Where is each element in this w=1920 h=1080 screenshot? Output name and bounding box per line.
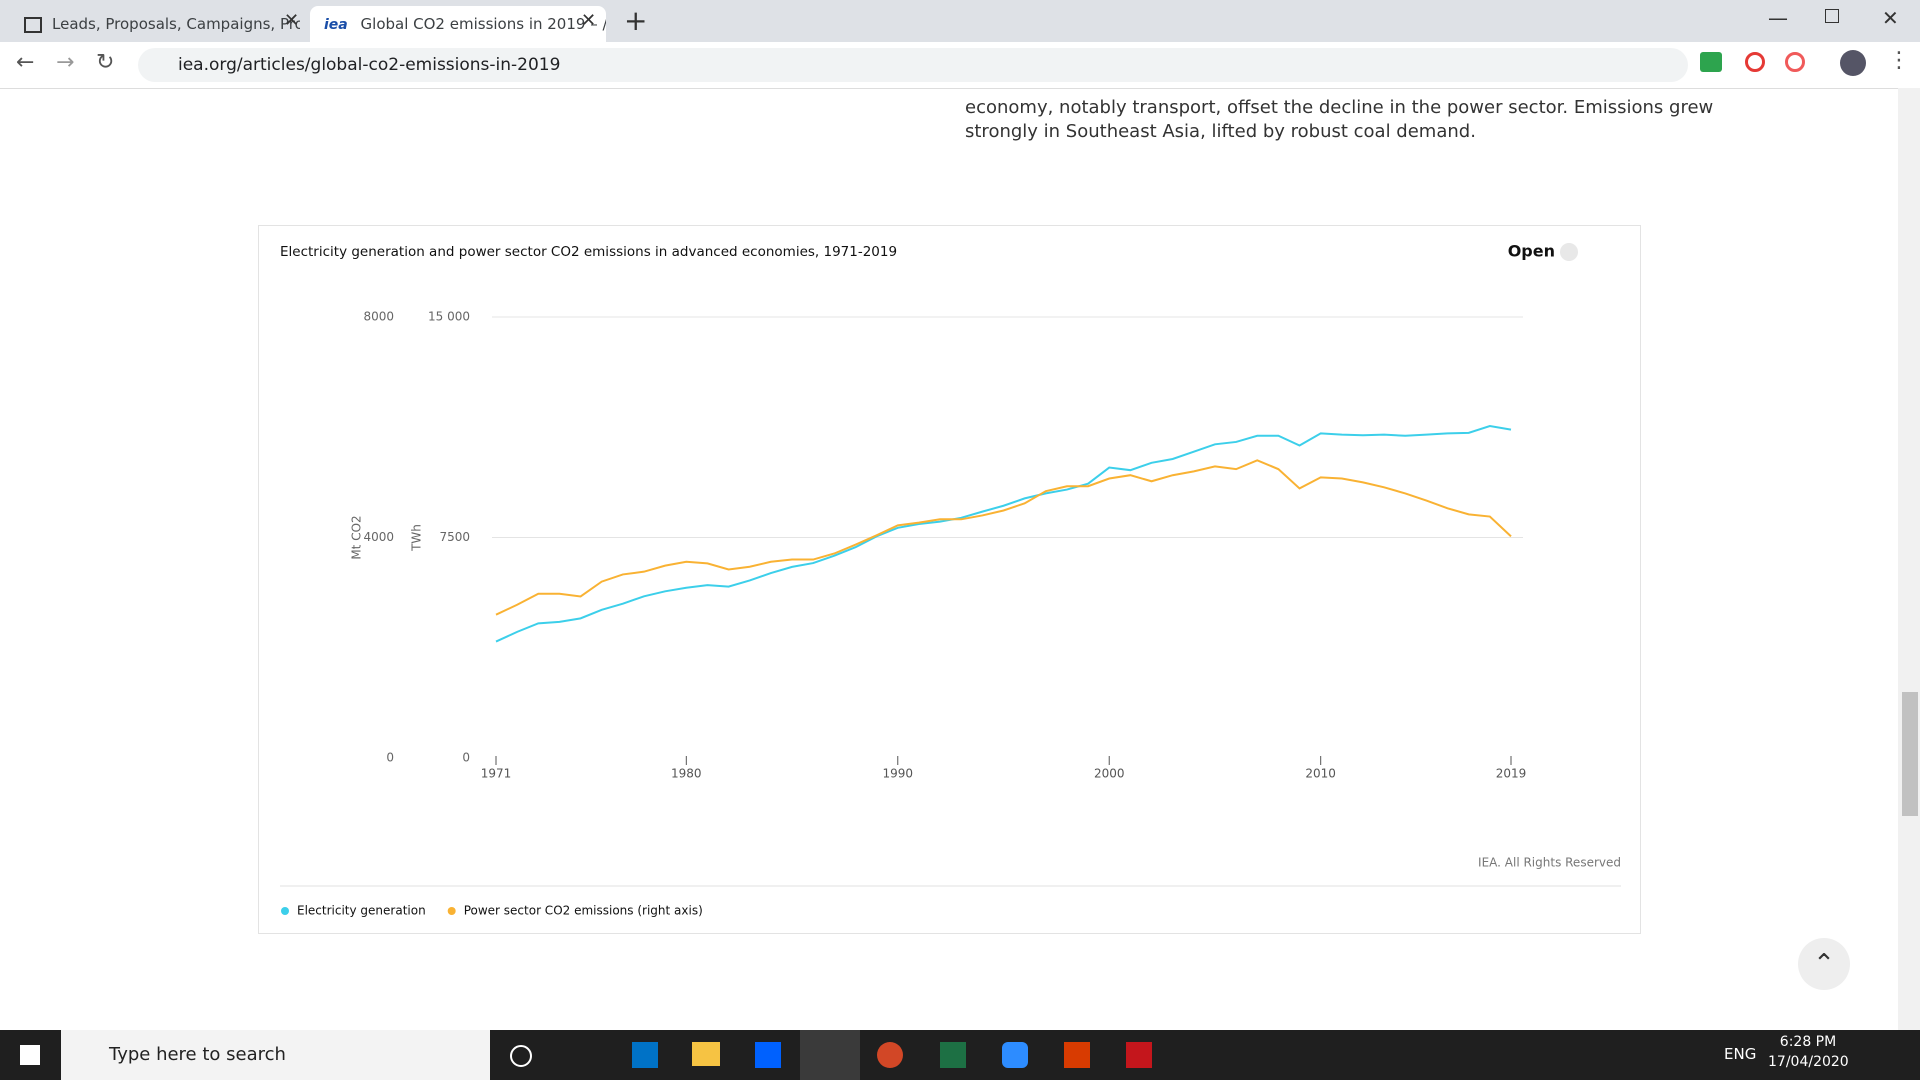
chart-card: Electricity generation and power sector …	[258, 225, 1641, 934]
y2-tick-label: 8000	[363, 310, 394, 324]
text-line: strongly in Southeast Asia, lifted by ro…	[965, 121, 1476, 142]
menu[interactable]: ⋮	[1888, 48, 1910, 73]
y-tick-label: 0	[462, 751, 470, 765]
app-dropbox[interactable]	[755, 1042, 781, 1068]
y2-axis-label: Mt CO2	[350, 515, 364, 559]
app-excel[interactable]	[940, 1042, 966, 1068]
minimize[interactable]: —	[1768, 6, 1788, 30]
tab-title: Global CO2 emissions in 2019 – /	[360, 15, 606, 33]
x-tick-label: 2010	[1305, 767, 1336, 781]
legend-marker	[447, 907, 456, 915]
search-box[interactable]: Type here to search	[61, 1030, 490, 1080]
language[interactable]: ENG	[1724, 1045, 1757, 1063]
legend-marker	[281, 907, 289, 915]
y2-tick-label: 0	[386, 751, 394, 765]
app-zoom[interactable]	[1002, 1042, 1028, 1068]
legend-label: Power sector CO2 emissions (right axis)	[464, 904, 703, 918]
y-tick-label: 7500	[439, 530, 470, 544]
reload[interactable]: ↻	[96, 50, 115, 75]
scroll-thumb[interactable]	[1902, 692, 1918, 816]
tab-icon: iea	[324, 17, 348, 33]
extension-icon[interactable]	[1745, 52, 1765, 72]
profile[interactable]	[1840, 50, 1866, 76]
forward[interactable]: →	[56, 50, 75, 75]
data-line	[495, 459, 1512, 616]
app-powerpoint[interactable]	[877, 1042, 903, 1068]
legend-label: Electricity generation	[297, 904, 426, 918]
y-axis-label: TWh	[410, 524, 424, 552]
x-tick-label: 1980	[671, 767, 702, 781]
tab[interactable]: Leads, Proposals, Campaigns, Pro	[10, 6, 300, 42]
tab-active[interactable]: iea Global CO2 emissions in 2019 – /	[310, 6, 606, 42]
new-tab[interactable]: +	[624, 4, 648, 37]
restore[interactable]	[1825, 9, 1839, 23]
x-tick-label: 1990	[882, 767, 913, 781]
open-icon[interactable]	[1560, 243, 1578, 261]
omnibox[interactable]: iea.org/articles/global-co2-emissions-in…	[138, 48, 1688, 82]
chart: Electricity generation and power sector …	[280, 242, 1621, 918]
time: 6:28 PM	[1779, 1034, 1837, 1050]
extension-icon[interactable]	[1700, 52, 1722, 72]
x-tick-label: 1971	[481, 767, 512, 781]
date: 17/04/2020	[1768, 1054, 1849, 1070]
x-tick-label: 2019	[1496, 767, 1527, 781]
start-button[interactable]	[20, 1045, 40, 1065]
close-window[interactable]: ✕	[1882, 6, 1899, 30]
open-link[interactable]: Open	[1508, 242, 1555, 261]
y2-tick-label: 4000	[363, 530, 394, 544]
scrollbar[interactable]	[1898, 88, 1920, 1030]
clock[interactable]: 6:28 PM 17/04/2020	[1768, 1034, 1849, 1070]
tab-bar: Leads, Proposals, Campaigns, Pro ✕ iea G…	[0, 0, 1920, 42]
url: iea.org/articles/global-co2-emissions-in…	[178, 55, 561, 75]
text-line: economy, notably transport, offset the d…	[965, 97, 1714, 118]
app-office[interactable]	[1064, 1042, 1090, 1068]
back[interactable]: ←	[16, 50, 35, 75]
app-acrobat[interactable]	[1126, 1042, 1152, 1068]
y-tick-label: 15 000	[428, 310, 470, 324]
cortana[interactable]	[510, 1045, 532, 1067]
chart-title: Electricity generation and power sector …	[280, 244, 897, 260]
article-text: economy, notably transport, offset the d…	[965, 96, 1713, 144]
back-to-top[interactable]: ⌃	[1798, 938, 1850, 990]
credit: IEA. All Rights Reserved	[1478, 856, 1621, 870]
app-outlook[interactable]	[632, 1042, 658, 1068]
app-explorer[interactable]	[692, 1042, 720, 1066]
data-line	[495, 425, 1512, 643]
taskbar: Type here to search ENG 6:28 PM 17/04/20…	[0, 1030, 1920, 1080]
search-placeholder: Type here to search	[109, 1044, 286, 1065]
tab-title: Leads, Proposals, Campaigns, Pro	[52, 15, 300, 33]
app-chrome[interactable]	[800, 1030, 860, 1080]
tab-icon	[24, 16, 42, 33]
close-tab[interactable]: ✕	[284, 10, 300, 31]
extension-icon[interactable]	[1785, 52, 1805, 72]
address-bar: ← → ↻ iea.org/articles/global-co2-emissi…	[0, 42, 1920, 89]
x-tick-label: 2000	[1094, 767, 1125, 781]
close-tab[interactable]: ✕	[581, 10, 597, 31]
